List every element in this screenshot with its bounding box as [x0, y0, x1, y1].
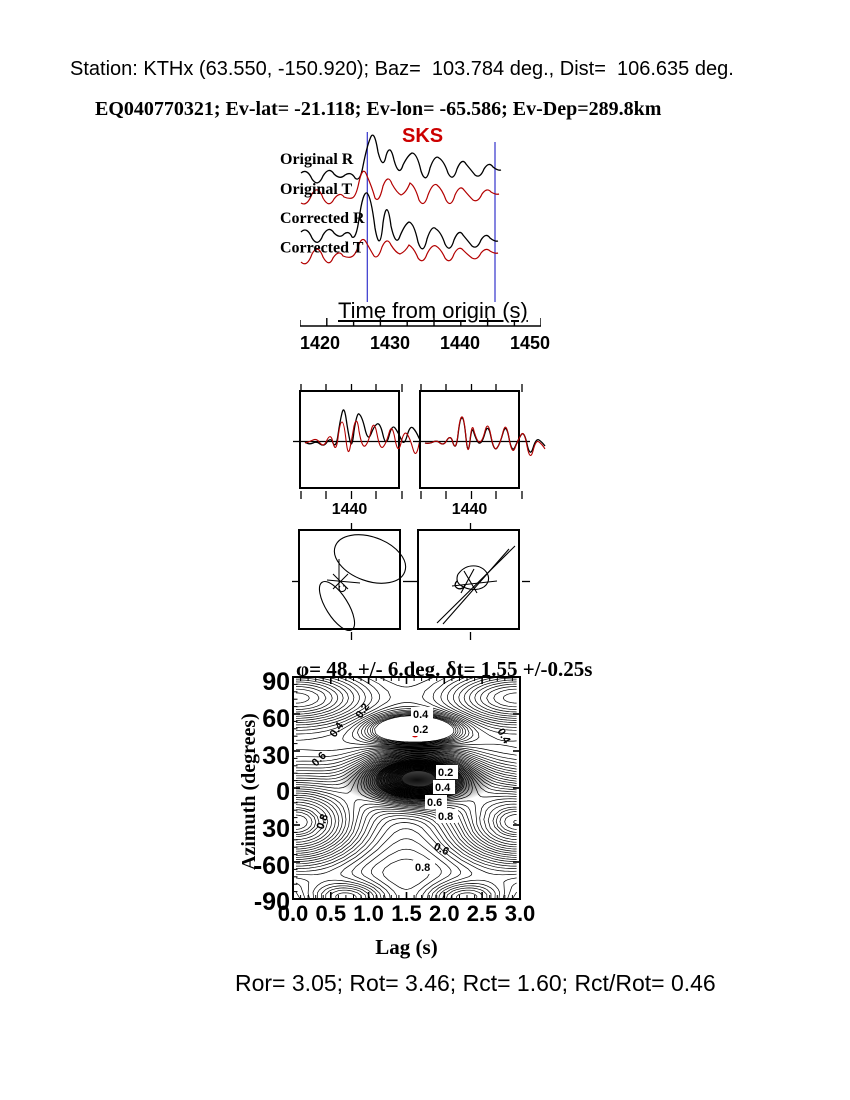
svg-text:0.4: 0.4 [435, 782, 451, 794]
svg-text:0.8: 0.8 [438, 811, 453, 823]
svg-text:0.6: 0.6 [427, 797, 442, 809]
svg-text:Corrected R: Corrected R [280, 210, 365, 227]
svg-text:0.2: 0.2 [438, 767, 453, 779]
svg-text:0.4: 0.4 [413, 709, 429, 721]
svg-text:0.8: 0.8 [415, 862, 430, 874]
svg-text:0.2: 0.2 [413, 724, 428, 736]
svg-text:Original T: Original T [280, 181, 352, 198]
svg-text:Corrected T: Corrected T [280, 240, 364, 257]
svg-text:SKS: SKS [402, 125, 443, 147]
svg-text:Original R: Original R [280, 151, 354, 168]
